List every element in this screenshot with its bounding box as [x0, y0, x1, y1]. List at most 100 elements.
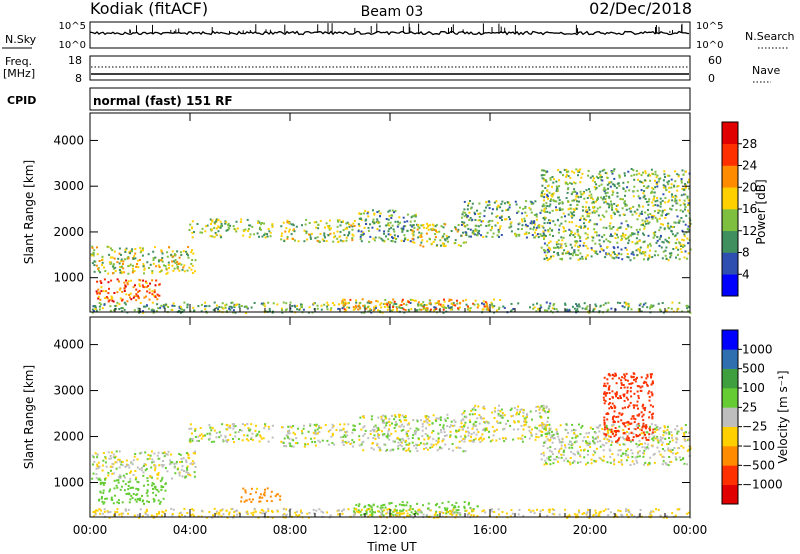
echo-cell — [435, 308, 438, 310]
echo-cell — [662, 516, 665, 519]
echo-cell — [266, 233, 268, 236]
echo-cell — [427, 507, 429, 510]
echo-cell — [231, 301, 234, 304]
echo-cell — [345, 239, 348, 242]
echo-cell — [341, 512, 344, 515]
echo-cell — [229, 433, 232, 436]
echo-cell — [463, 423, 466, 426]
echo-cell — [246, 218, 249, 221]
echo-cell — [406, 515, 409, 518]
echo-cell — [662, 311, 665, 314]
echo-cell — [665, 240, 668, 243]
nsky-frame — [89, 21, 691, 49]
echo-cell — [592, 200, 595, 203]
echo-cell — [264, 305, 267, 308]
echo-cell — [386, 308, 389, 311]
echo-cell — [670, 183, 673, 186]
echo-cell — [497, 205, 499, 208]
echo-cell — [417, 437, 420, 440]
echo-cell — [99, 298, 102, 301]
echo-cell — [665, 514, 668, 517]
echo-cell — [614, 372, 617, 375]
echo-cell — [344, 227, 347, 230]
echo-cell — [570, 182, 573, 185]
y-tick-label: 4000 — [53, 133, 84, 147]
echo-cell — [631, 514, 633, 517]
echo-cell — [557, 252, 559, 254]
echo-cell — [117, 257, 120, 260]
echo-cell — [639, 428, 641, 431]
echo-cell — [645, 447, 647, 450]
echo-cell — [149, 475, 152, 478]
echo-cell — [636, 189, 639, 192]
echo-cell — [117, 458, 120, 461]
echo-cell — [588, 215, 590, 218]
echo-cell — [237, 431, 240, 434]
echo-cell — [651, 191, 654, 194]
echo-cell — [427, 228, 430, 231]
nsearch-tick-bottom: 10^0 — [696, 40, 723, 51]
echo-cell — [101, 464, 104, 467]
echo-cell — [123, 489, 126, 492]
echo-cell — [659, 201, 662, 204]
echo-cell — [668, 186, 671, 189]
echo-cell — [402, 448, 405, 450]
echo-cell — [477, 219, 480, 222]
echo-cell — [160, 489, 163, 491]
echo-cell — [377, 309, 379, 312]
echo-cell — [102, 481, 104, 484]
echo-cell — [464, 450, 467, 453]
echo-cell — [659, 177, 662, 180]
echo-cell — [543, 249, 545, 251]
echo-cell — [354, 508, 357, 511]
echo-cell — [569, 234, 571, 237]
echo-cell — [641, 219, 644, 222]
echo-cell — [670, 431, 673, 434]
echo-cell — [574, 198, 577, 201]
echo-cell — [550, 198, 552, 201]
echo-cell — [308, 222, 311, 224]
echo-cell — [514, 233, 517, 236]
echo-cell — [618, 214, 621, 217]
echo-cell — [670, 450, 673, 453]
echo-cell — [351, 237, 354, 240]
echo-cell — [648, 433, 651, 436]
echo-cell — [617, 227, 620, 229]
colorbar-tick-label: 16 — [742, 202, 757, 216]
echo-cell — [557, 460, 559, 463]
echo-cell — [258, 235, 260, 238]
echo-cell — [446, 413, 449, 416]
echo-cell — [138, 283, 141, 286]
echo-cell — [137, 307, 140, 310]
echo-cell — [486, 231, 489, 234]
echo-cell — [371, 508, 374, 511]
echo-cell — [648, 395, 651, 398]
echo-cell — [328, 224, 331, 227]
echo-cell — [569, 310, 571, 313]
echo-cell — [464, 211, 467, 214]
echo-cell — [577, 452, 580, 455]
echo-cell — [658, 229, 661, 232]
echo-cell — [428, 237, 431, 240]
echo-cell — [352, 306, 355, 308]
echo-cell — [602, 396, 605, 399]
echo-cell — [643, 240, 646, 243]
echo-cell — [605, 210, 608, 213]
echo-cell — [112, 456, 115, 459]
echo-cell — [507, 201, 510, 204]
echo-cell — [366, 212, 369, 215]
echo-cell — [543, 193, 546, 196]
echo-cell — [423, 438, 426, 441]
echo-cell — [398, 216, 401, 219]
echo-cell — [155, 494, 157, 497]
echo-cell — [658, 238, 661, 241]
echo-cell — [478, 422, 481, 425]
echo-cell — [425, 308, 428, 311]
echo-cell — [153, 464, 156, 467]
echo-cell — [513, 407, 516, 409]
echo-cell — [359, 306, 362, 309]
echo-cell — [628, 432, 631, 435]
echo-cell — [514, 200, 517, 203]
echo-cell — [430, 431, 433, 434]
echo-cell — [670, 307, 673, 310]
